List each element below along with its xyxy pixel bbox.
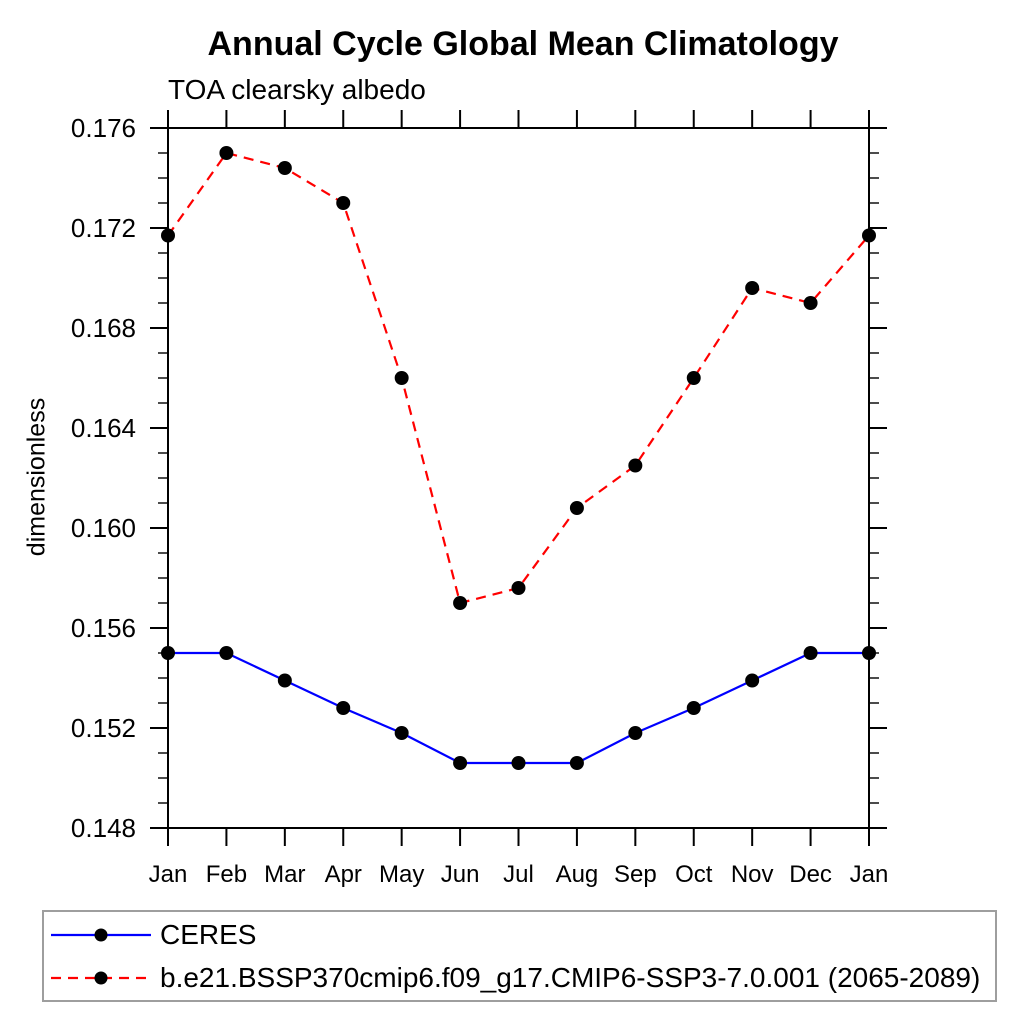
series-0-marker	[686, 701, 701, 715]
y-tick-label: 0.168	[71, 313, 136, 343]
series-0-marker	[745, 673, 760, 688]
series-1-marker	[569, 501, 584, 515]
x-tick-label: Oct	[675, 861, 713, 888]
x-tick-label: Feb	[206, 861, 247, 888]
x-tick-label: Apr	[325, 861, 362, 888]
series-0-marker	[569, 756, 584, 770]
series-1-marker	[219, 146, 234, 160]
series-0-marker	[277, 673, 292, 688]
legend-line-sample	[51, 928, 151, 941]
series-1-marker	[745, 281, 760, 295]
series-0-line	[168, 651, 869, 765]
series-0-marker	[161, 646, 175, 660]
chart-subtitle: TOA clearsky albedo	[168, 74, 426, 105]
y-tick-label: 0.164	[71, 413, 136, 443]
series-1-marker	[628, 458, 643, 473]
y-tick-label: 0.176	[71, 113, 136, 143]
plot-area: 0.148 0.152 0.156 0.160 0.164 0.168 0.172 0.176…	[71, 110, 889, 888]
series-1-marker	[511, 581, 526, 595]
series-0-marker	[394, 726, 409, 740]
series-0-marker	[862, 646, 876, 660]
x-tick-label: Mar	[264, 861, 305, 888]
series-1-marker	[336, 196, 351, 210]
y-tick-label: 0.152	[71, 713, 136, 743]
y-tick-label: 0.148	[71, 813, 136, 843]
legend-item-1: b.e21.BSSP370cmip6.f09_g17.CMIP6-SSP3-7.…	[44, 956, 995, 999]
x-tick-label: Jan	[850, 861, 889, 888]
x-tick-label: Jan	[149, 861, 188, 888]
series-1-marker	[862, 228, 876, 243]
y-tick-label: 0.156	[71, 613, 136, 643]
series-0-marker	[453, 756, 468, 770]
series-1-marker	[161, 228, 175, 243]
chart-title: Annual Cycle Global Mean Climatology	[207, 25, 839, 63]
series-0-marker	[219, 646, 234, 660]
y-tick-label: 0.172	[71, 213, 136, 243]
series-1-marker	[277, 161, 292, 175]
x-tick-label: Aug	[556, 861, 599, 888]
series-1-line	[167, 151, 870, 605]
x-tick-label: Jun	[441, 861, 480, 888]
series-0-marker	[511, 756, 526, 770]
legend-line-sample	[51, 971, 151, 984]
legend-label: CERES	[160, 918, 257, 950]
legend-label: b.e21.BSSP370cmip6.f09_g17.CMIP6-SSP3-7.…	[160, 961, 981, 993]
series-0-marker	[803, 646, 818, 660]
legend-box: CERES b.e21.BSSP370cmip6.f09_g17.CMIP6-SS…	[42, 910, 997, 1002]
x-tick-label: May	[379, 861, 424, 888]
legend-marker-icon	[94, 971, 108, 984]
series-1-marker	[803, 296, 818, 310]
x-tick-label: Dec	[789, 861, 832, 888]
series-0-marker	[336, 701, 351, 715]
series-1-marker	[394, 371, 409, 385]
x-tick-label: Jul	[503, 861, 534, 888]
x-tick-label: Sep	[614, 861, 657, 888]
y-tick-label: 0.160	[71, 513, 136, 543]
legend-item-0: CERES	[44, 913, 995, 956]
series-0-marker	[628, 726, 643, 740]
x-tick-label: Nov	[731, 861, 774, 888]
legend-marker-icon	[94, 928, 108, 941]
series-1-marker	[453, 596, 468, 610]
series-1-marker	[686, 371, 701, 385]
